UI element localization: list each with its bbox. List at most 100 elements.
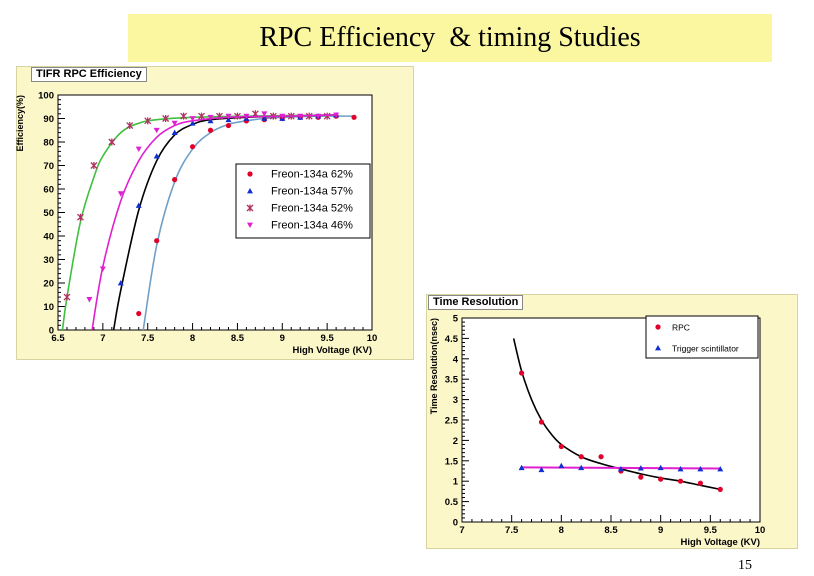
x-tick-label: 8 [559, 525, 564, 536]
legend: Freon-134a 62% Freon-134a 57% Freon-134a 5… [235, 163, 371, 239]
y-axis-label: Time Resolution(nsec) [429, 318, 439, 414]
data-point [136, 310, 142, 317]
data-point [153, 127, 160, 134]
x-tick-label: 7.5 [505, 525, 519, 536]
legend-box [235, 163, 371, 239]
x-tick-label: 7 [459, 525, 464, 536]
data-point [333, 112, 340, 118]
data-point [171, 129, 178, 135]
data-point [207, 117, 214, 124]
legend-box [645, 315, 759, 359]
data-point [558, 443, 564, 450]
data-point [171, 120, 178, 127]
data-point [99, 266, 106, 272]
data-point [315, 113, 322, 120]
fit-curve [91, 114, 337, 331]
x-axis-label: High Voltage (KV) [292, 345, 372, 356]
fit-curve [61, 114, 337, 331]
series-1 [512, 338, 723, 492]
x-tick-label: 10 [367, 333, 378, 344]
y-tick-label: 90 [43, 114, 54, 125]
y-tick-label: 4 [453, 354, 459, 365]
y-tick-label: 1.5 [445, 456, 459, 467]
legend-entry: Freon-134a 57% [271, 186, 353, 198]
data-point [76, 213, 84, 221]
legend-entry: Trigger scintillator [672, 344, 739, 354]
series-4 [86, 111, 340, 331]
data-point [697, 480, 703, 486]
data-point [279, 113, 286, 120]
data-point [617, 465, 624, 472]
x-tick-label: 8.5 [231, 333, 245, 344]
data-point [323, 112, 331, 120]
legend-entry: Freon-134a 46% [271, 220, 353, 232]
data-point [189, 116, 196, 122]
data-point [117, 280, 124, 286]
x-tick-label: 6.5 [51, 333, 65, 344]
y-tick-label: 2.5 [445, 416, 459, 427]
x-tick-label: 10 [755, 525, 766, 536]
x-tick-label: 7 [100, 333, 105, 344]
data-point [657, 464, 664, 471]
page-number: 15 [738, 558, 752, 573]
legend-marker [655, 324, 661, 330]
data-point [538, 419, 545, 425]
legend-marker [247, 188, 253, 194]
data-point [717, 486, 723, 492]
legend: RPC Trigger scintillator [645, 315, 759, 359]
data-point [225, 122, 232, 129]
data-point [198, 112, 206, 120]
y-tick-label: 0 [49, 326, 54, 337]
data-point [638, 474, 644, 480]
title-band [128, 14, 772, 62]
data-point [578, 464, 585, 471]
x-tick-label: 7.5 [141, 333, 155, 344]
x-axis-label: High Voltage (KV) [680, 537, 760, 547]
data-point [117, 191, 124, 197]
data-point [598, 454, 604, 460]
legend-entry: Freon-134a 52% [271, 203, 353, 215]
x-tick-label: 9 [280, 333, 285, 344]
x-tick-label: 9 [658, 525, 663, 536]
y-tick-label: 100 [38, 91, 54, 102]
data-point [677, 478, 684, 484]
data-point [135, 202, 142, 208]
data-point [180, 112, 188, 120]
data-point [225, 116, 232, 123]
data-point [144, 117, 152, 125]
data-point [519, 370, 525, 376]
data-point [261, 115, 268, 121]
data-point [126, 122, 134, 130]
data-point [63, 293, 71, 301]
data-point [578, 454, 584, 460]
data-point [135, 146, 142, 153]
data-point [697, 465, 704, 472]
y-axis-label: Efficiency(%) [16, 95, 25, 152]
data-point [658, 476, 664, 482]
data-point [637, 465, 644, 471]
data-point [189, 144, 196, 150]
data-point [351, 114, 357, 120]
y-tick-label: 60 [43, 185, 54, 196]
data-point [717, 465, 724, 472]
data-point [108, 138, 116, 146]
efficiency-chart-title: TIFR RPC Efficiency [31, 67, 147, 82]
legend-entry: RPC [672, 323, 690, 333]
data-point [677, 465, 684, 472]
slide-title: RPC Efficiency & timing Studies [259, 22, 641, 53]
legend-marker [655, 345, 661, 351]
x-tick-label: 8 [190, 333, 195, 344]
data-point [207, 114, 214, 121]
efficiency-chart: 6.5 7 7.5 8 8.5 9 9.5 100102030405060708090100H… [16, 91, 378, 357]
y-tick-label: 1 [453, 477, 459, 488]
data-point [558, 462, 565, 469]
y-tick-label: 0.5 [445, 497, 459, 508]
data-point [518, 464, 525, 471]
data-point [538, 466, 545, 473]
data-point [162, 115, 170, 122]
y-tick-label: 40 [43, 232, 54, 243]
data-point [225, 113, 232, 120]
data-point [86, 297, 93, 303]
y-tick-label: 80 [43, 138, 54, 149]
legend-marker [246, 204, 254, 212]
